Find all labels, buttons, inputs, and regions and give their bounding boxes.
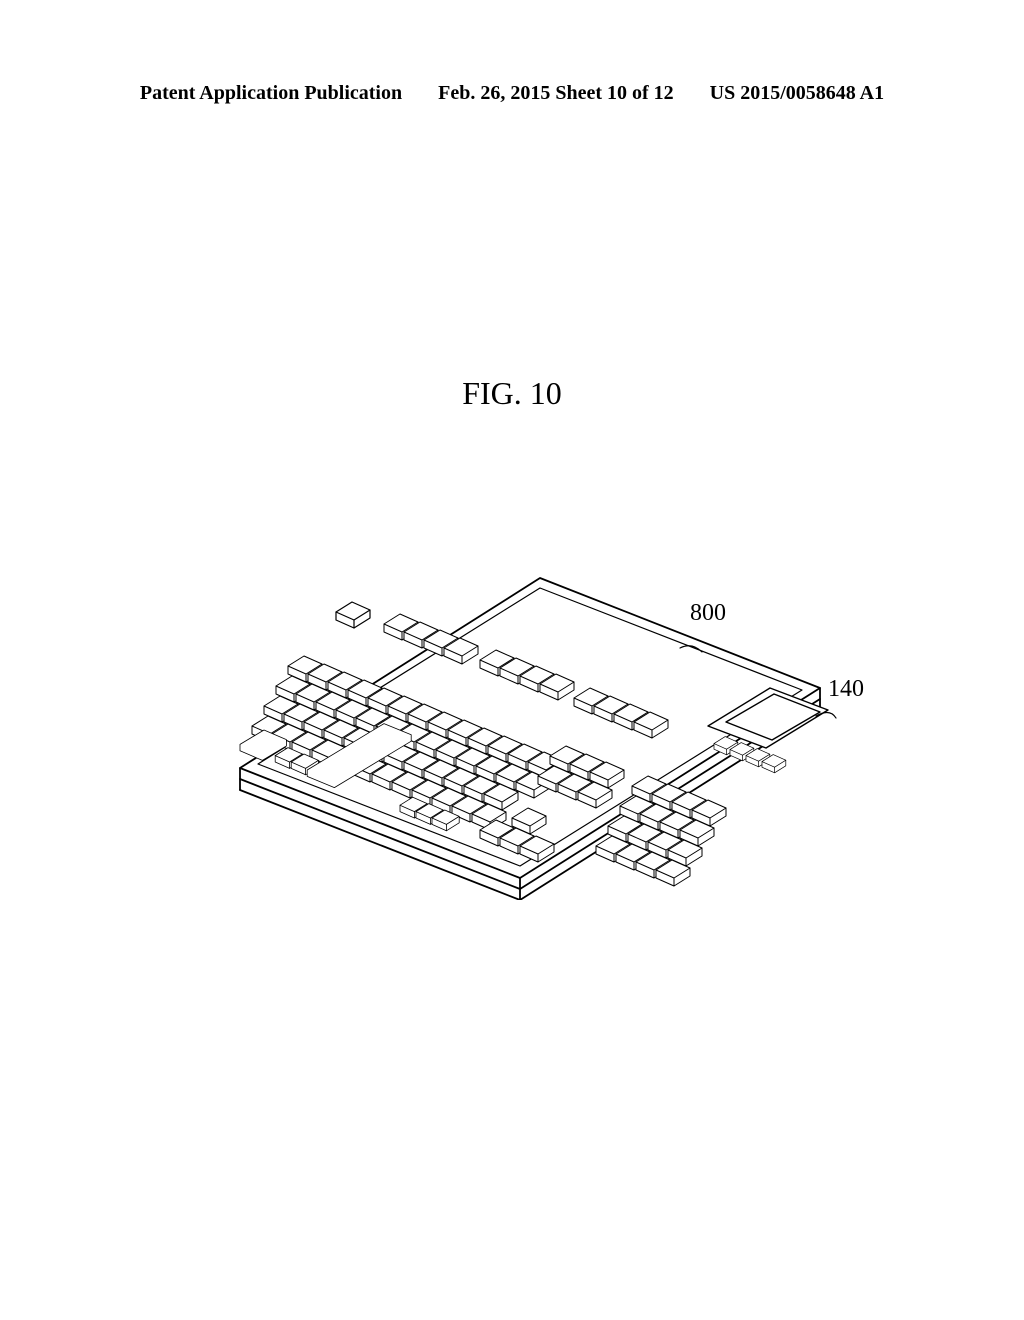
- header-right: US 2015/0058648 A1: [710, 82, 884, 105]
- header-center: Feb. 26, 2015 Sheet 10 of 12: [438, 82, 674, 105]
- key-esc: [336, 602, 370, 628]
- ref-800: 800: [690, 600, 726, 627]
- keyboard-drawing: [180, 540, 860, 900]
- patent-page: Patent Application Publication Feb. 26, …: [0, 0, 1024, 1320]
- ref-140: 140: [828, 676, 864, 703]
- figure-10: 800 140: [180, 540, 860, 900]
- page-header: Patent Application Publication Feb. 26, …: [0, 82, 1024, 105]
- header-left: Patent Application Publication: [140, 82, 402, 105]
- figure-title: FIG. 10: [0, 375, 1024, 412]
